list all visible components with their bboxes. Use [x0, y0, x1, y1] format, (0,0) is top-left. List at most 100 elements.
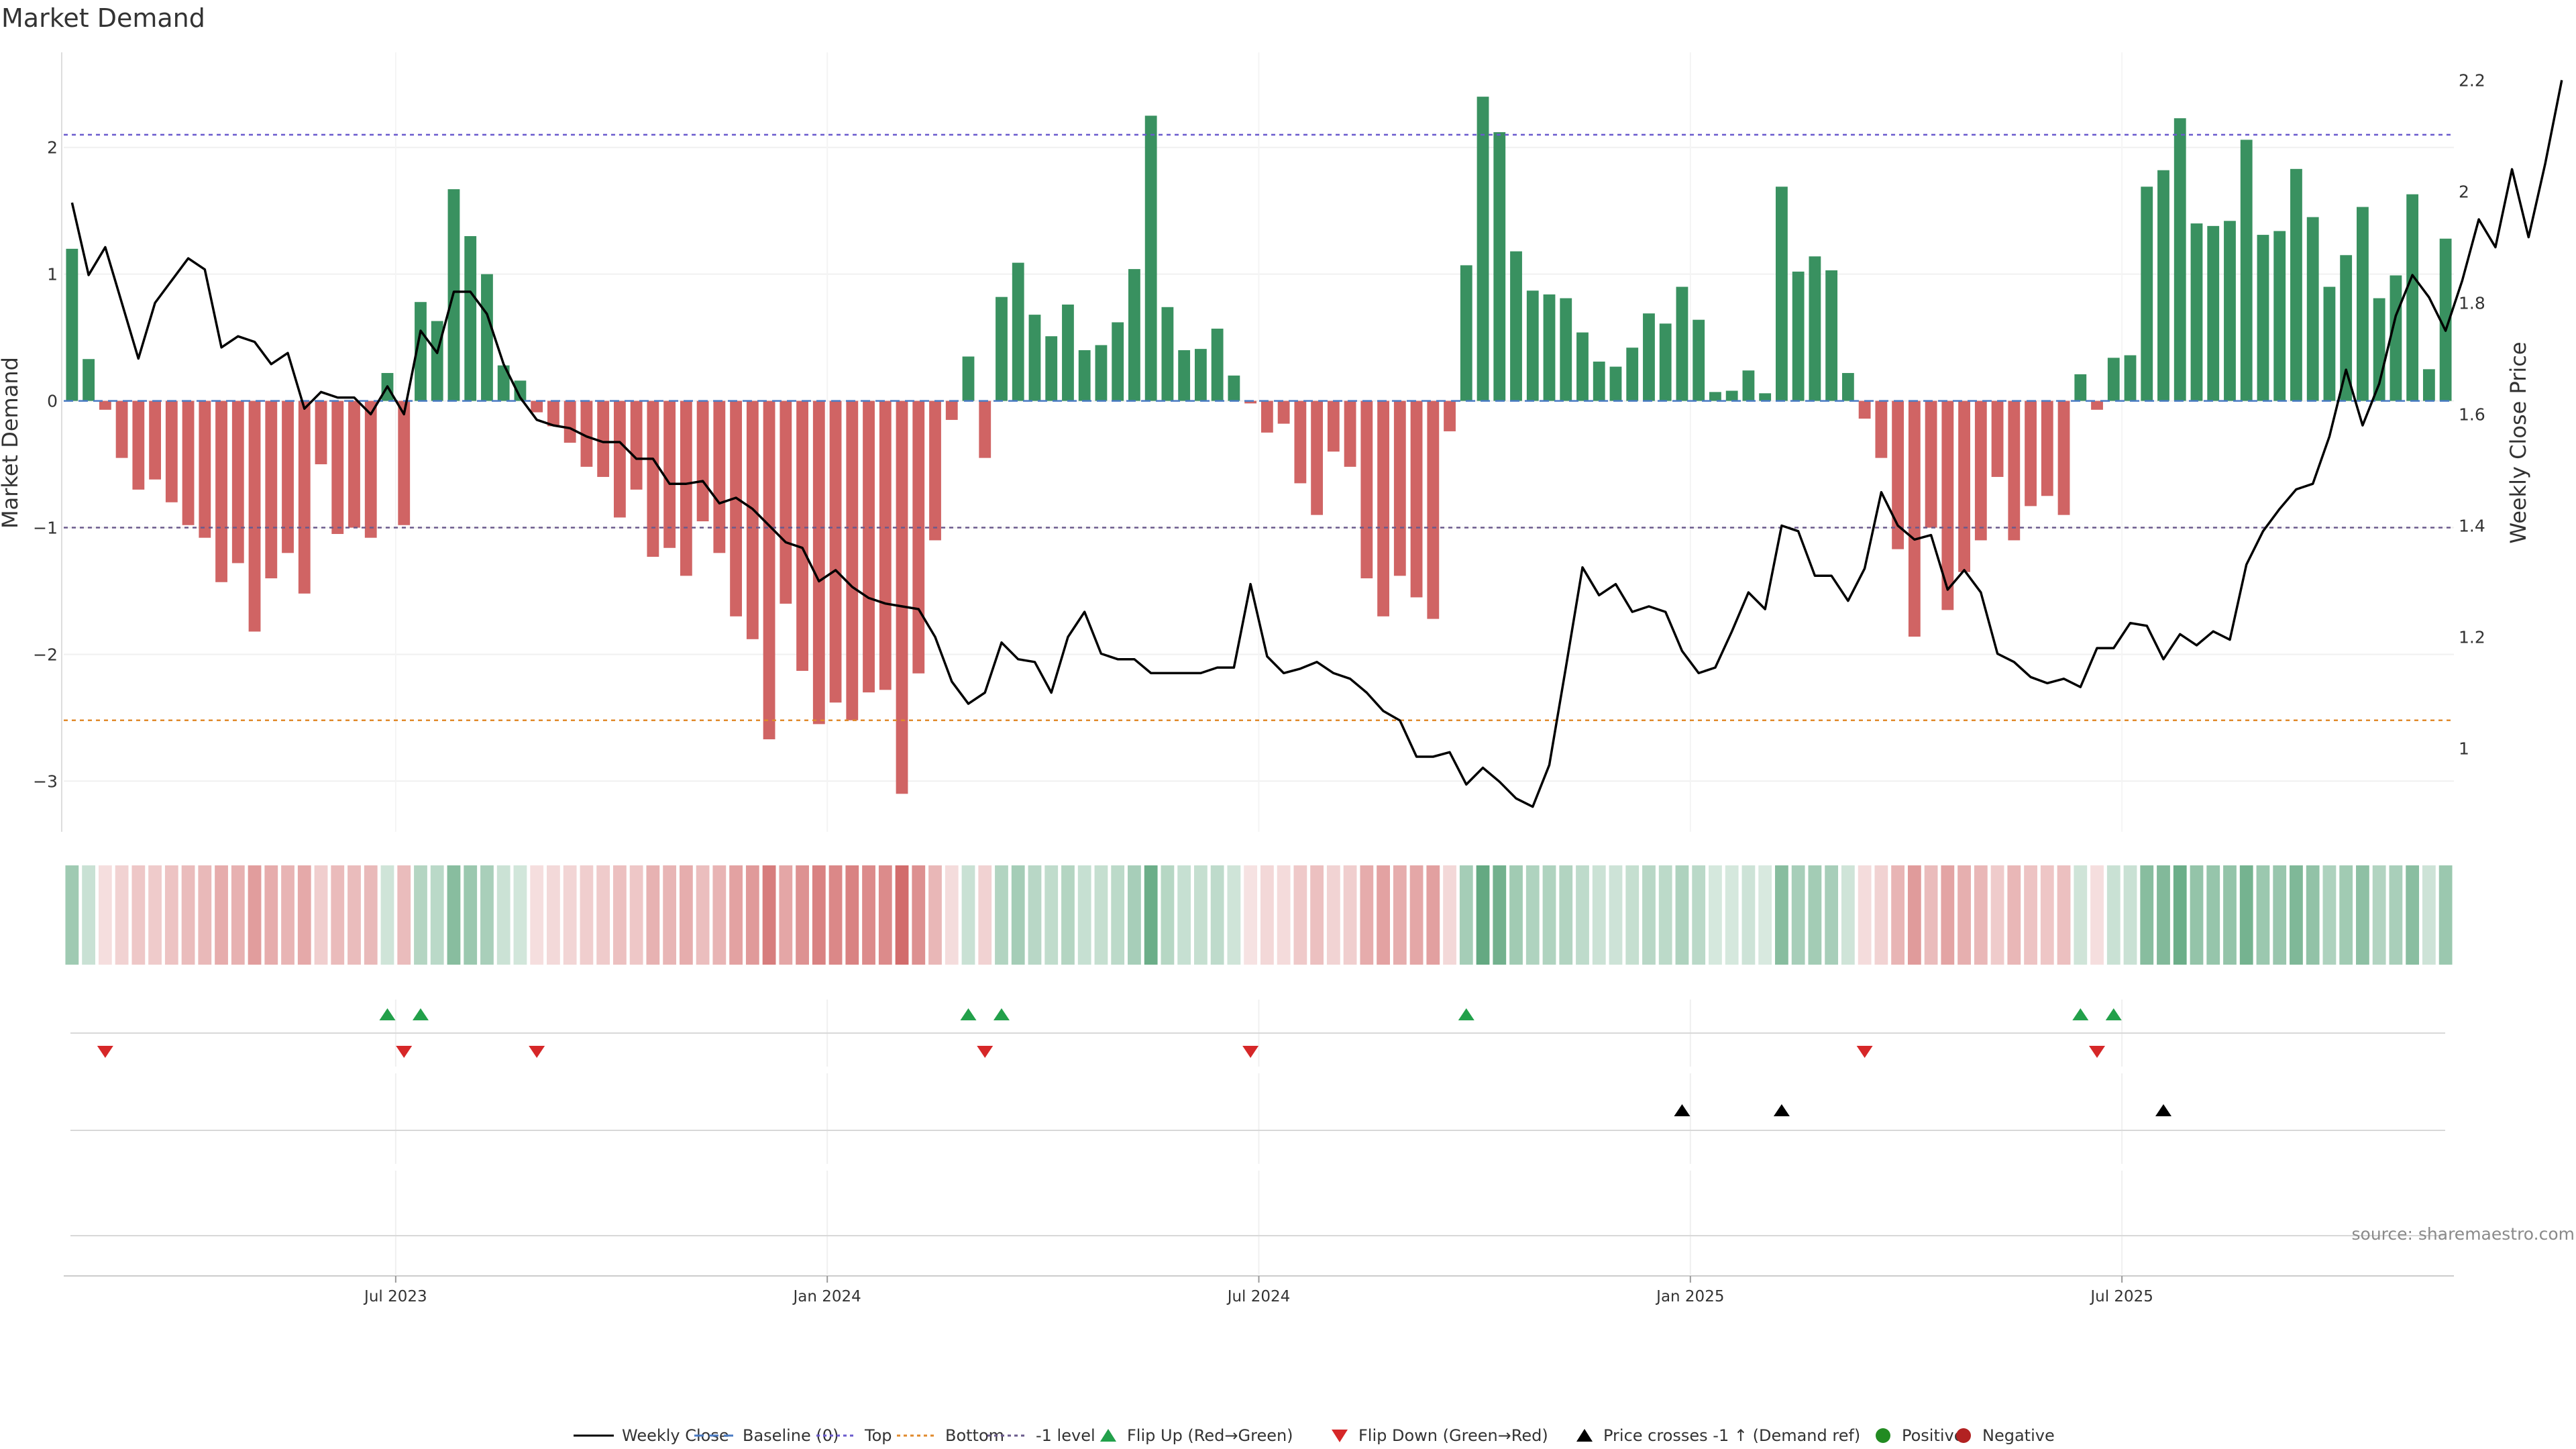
date-tick-label: Jul 2023 [363, 1288, 427, 1305]
demand-bar [1560, 298, 1572, 401]
left-tick-label: 2 [47, 138, 58, 158]
right-tick-label: 2 [2459, 182, 2469, 202]
demand-bar [1178, 350, 1191, 401]
heat-cell [1658, 865, 1672, 965]
heat-cell [1642, 865, 1656, 965]
heat-cell [297, 865, 311, 965]
legend-item: Price crosses -1 ↑ (Demand ref) [1576, 1426, 1860, 1445]
demand-bar [912, 400, 925, 674]
demand-bar [2008, 400, 2021, 541]
flip-up-marker [412, 1008, 429, 1020]
demand-bar [2422, 369, 2435, 401]
price-cross-marker [1674, 1104, 1690, 1116]
demand-bar [1643, 313, 1655, 401]
demand-bar [812, 400, 825, 724]
demand-bar [730, 400, 743, 616]
demand-bar [165, 400, 178, 502]
flip-up-marker [993, 1008, 1010, 1020]
weekly-close-line [70, 80, 2563, 808]
flip-down-marker [396, 1046, 413, 1058]
heat-cell [663, 865, 677, 965]
heat-cell [1559, 865, 1573, 965]
flip-up-marker [2072, 1008, 2089, 1020]
right-axis-title: Weekly Close Price [2506, 341, 2531, 543]
demand-bar [1393, 400, 1406, 576]
demand-bar [945, 400, 958, 420]
heat-cell [2389, 865, 2403, 965]
demand-bar [1626, 347, 1639, 401]
demand-bar [746, 400, 759, 639]
demand-bar [1759, 393, 1772, 401]
heat-cell [1393, 865, 1407, 965]
heat-cell [1260, 865, 1274, 965]
demand-bar [348, 400, 360, 528]
heat-cell [331, 865, 345, 965]
demand-bar [846, 400, 859, 720]
heat-cell [745, 865, 759, 965]
heat-cell [164, 865, 178, 965]
demand-bar [1228, 375, 1240, 401]
legend-item: Flip Up (Red→Green) [1100, 1426, 1293, 1445]
demand-bar [2091, 400, 2103, 410]
demand-bar [2340, 255, 2353, 401]
heat-cell [1493, 865, 1507, 965]
demand-bar [829, 400, 842, 703]
demand-bar [1410, 400, 1423, 598]
heat-cell [729, 865, 743, 965]
flip-down-marker [2089, 1046, 2106, 1058]
demand-bar [2306, 217, 2319, 401]
heat-cell [2372, 865, 2386, 965]
price-cross-marker [2155, 1104, 2171, 1116]
demand-bar [331, 400, 344, 534]
heat-cell [1227, 865, 1241, 965]
legend-swatch [1876, 1428, 1890, 1443]
demand-bar [2207, 225, 2220, 401]
legend-swatch [1956, 1428, 1971, 1443]
demand-bar [564, 400, 576, 443]
heat-cell [2273, 865, 2287, 965]
heat-cell [1907, 865, 1921, 965]
heat-cell [1625, 865, 1640, 965]
demand-bar [547, 400, 559, 427]
heat-cell [712, 865, 727, 965]
heat-cell [796, 865, 809, 965]
demand-bar [630, 400, 643, 490]
source-credit: source: sharemaestro.com [2352, 1224, 2575, 1244]
demand-bar [1493, 132, 1506, 401]
legend-item: Flip Down (Green→Red) [1332, 1426, 1548, 1445]
demand-bar [2107, 358, 2120, 401]
heat-cell [231, 865, 245, 965]
heat-cell [2057, 865, 2071, 965]
heat-cell [2140, 865, 2154, 965]
demand-bar [1792, 271, 1805, 401]
demand-price-panel: 2 1 0 −1 −2 −3 2.2 2 1.8 1.6 1.4 1.2 1 [33, 52, 2563, 832]
demand-bar [398, 400, 411, 525]
demand-bar [597, 400, 610, 477]
demand-bar [1659, 323, 1672, 401]
heat-cell [1758, 865, 1772, 965]
right-tick-label: 1.6 [2459, 405, 2485, 425]
demand-bar [1809, 256, 1821, 401]
demand-bar [464, 235, 477, 401]
demand-bar [1941, 400, 1954, 610]
demand-bar [647, 400, 659, 557]
heat-cell [1709, 865, 1722, 965]
heat-cell [1791, 865, 1805, 965]
heat-cell [1443, 865, 1456, 965]
heat-cell [2074, 865, 2088, 965]
demand-bar [2190, 223, 2203, 401]
heat-cell [1111, 865, 1125, 965]
heat-cell [248, 865, 262, 965]
demand-bar [1260, 400, 1273, 433]
heat-cell [895, 865, 909, 965]
flip-up-marker [960, 1008, 977, 1020]
demand-bar [2390, 275, 2402, 401]
heat-cell [1941, 865, 1955, 965]
demand-bar [1062, 304, 1074, 401]
demand-bar [1858, 400, 1871, 419]
heat-cell [1277, 865, 1291, 965]
demand-bar [431, 321, 443, 401]
demand-bar [481, 274, 493, 401]
demand-bar [1609, 366, 1622, 401]
demand-bar [2124, 355, 2137, 401]
